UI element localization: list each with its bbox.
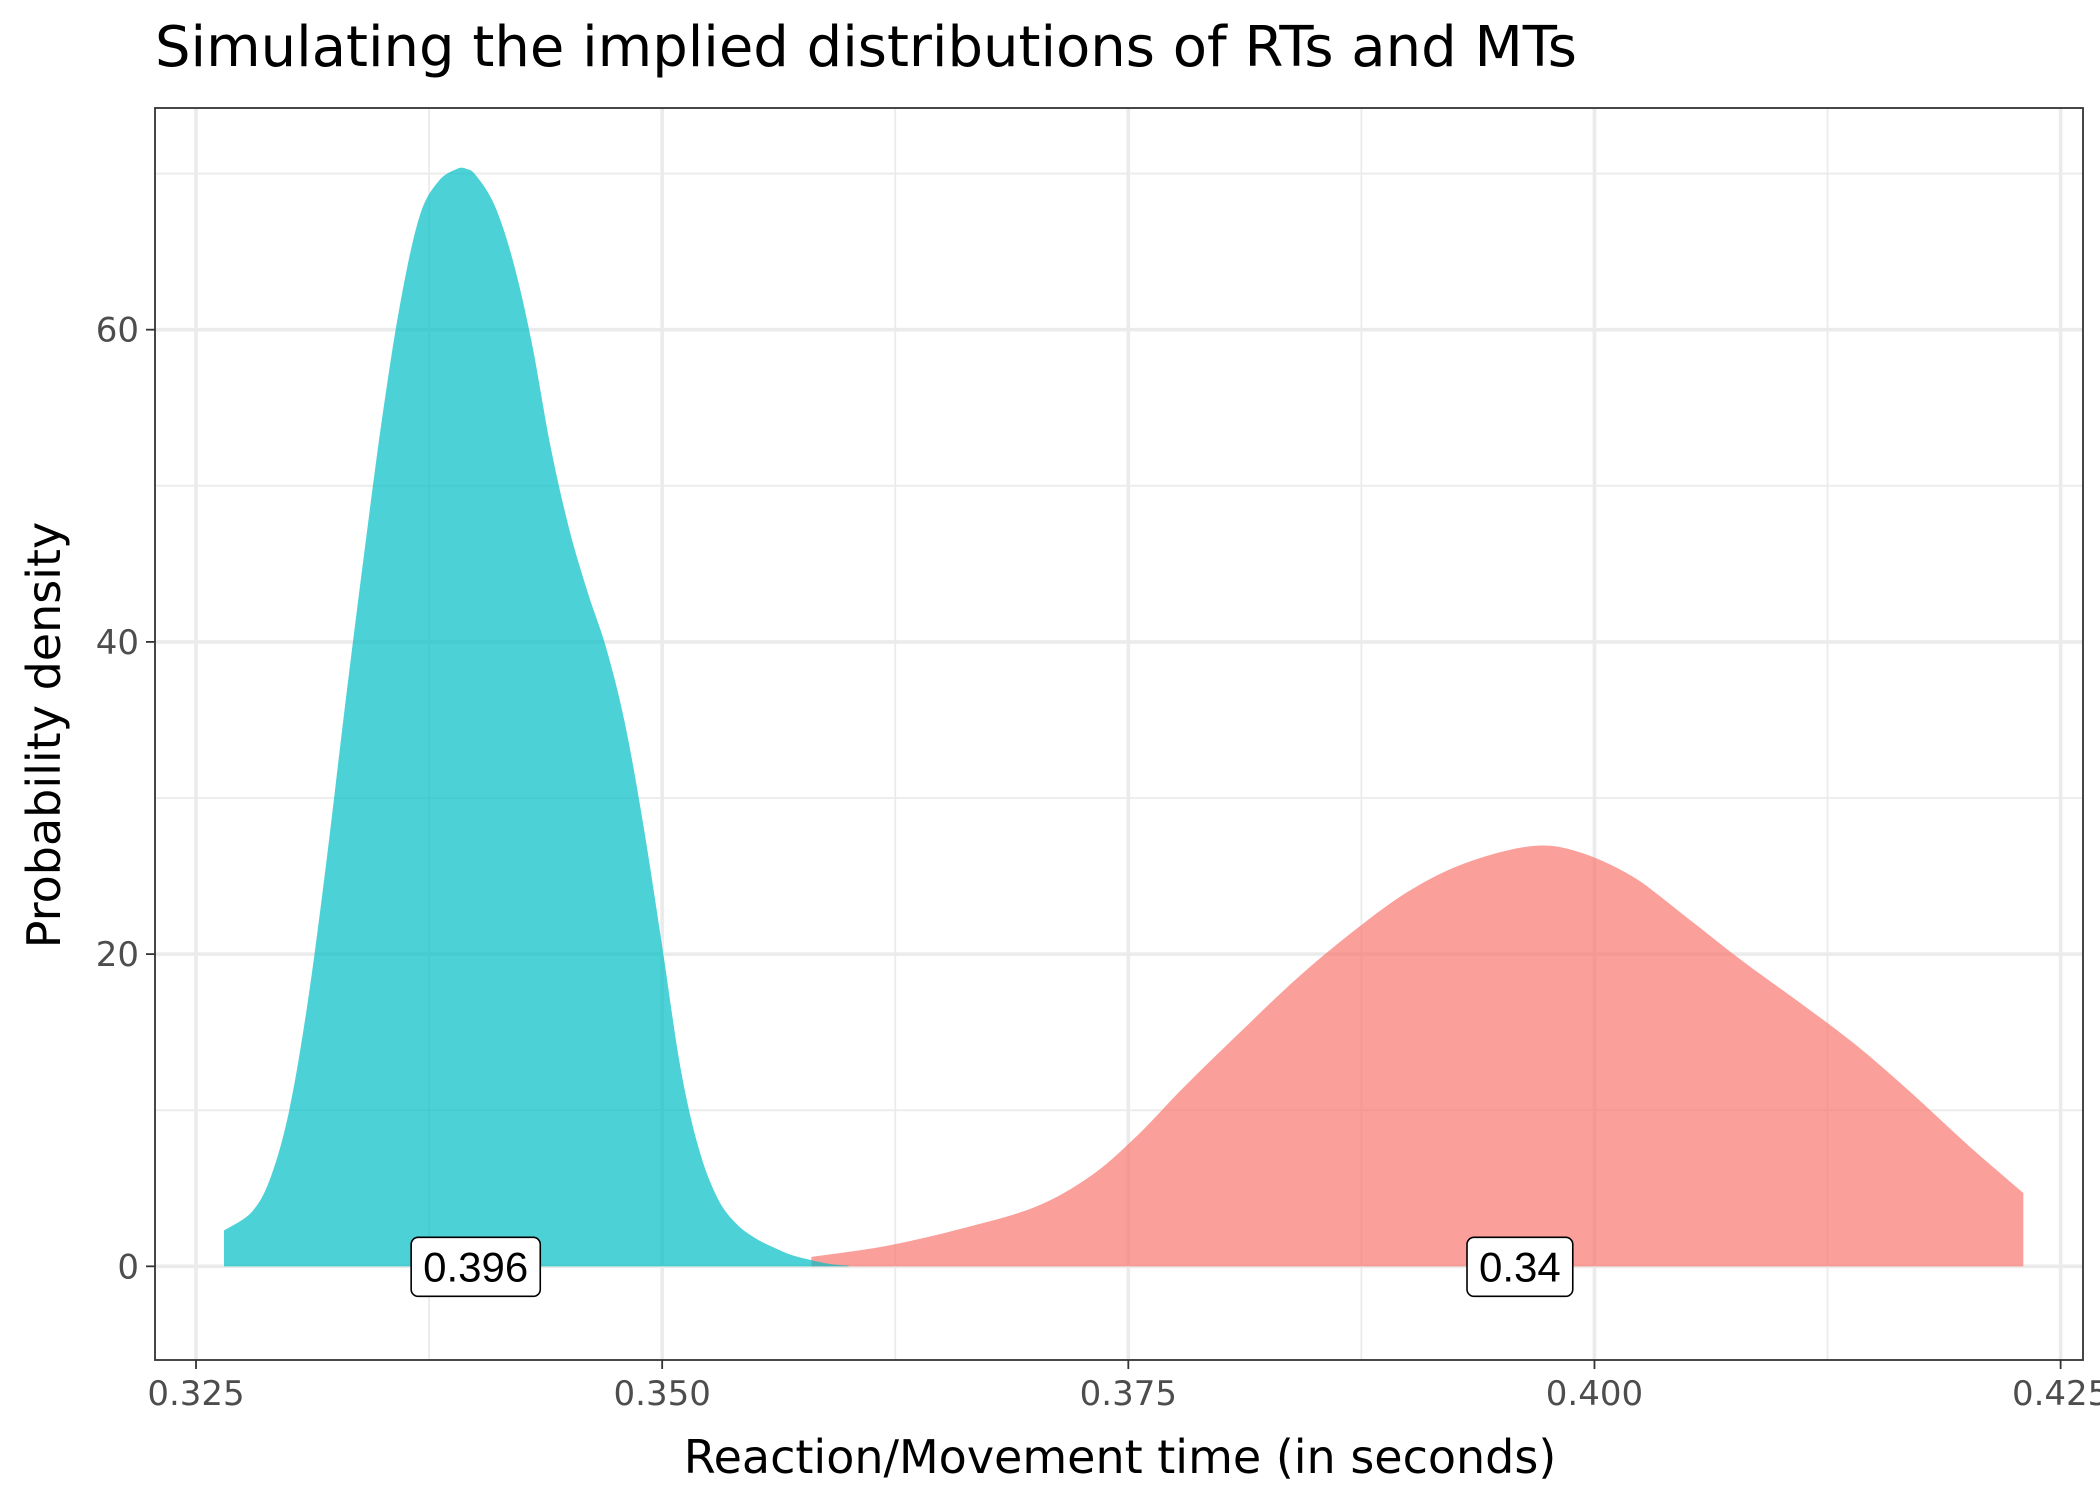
value-label-box: [410, 1236, 542, 1298]
density-area-series-1: [223, 167, 849, 1267]
value-label-text: 0.34: [1479, 1243, 1561, 1290]
y-tick-label: 0: [117, 1247, 139, 1287]
chart-title: Simulating the implied distributions of …: [155, 15, 1577, 80]
value-label-series-1: 0.396: [410, 1236, 542, 1298]
y-tick-label: 60: [96, 311, 139, 351]
y-tick-label: 20: [96, 935, 139, 975]
plot-panel-border: [154, 107, 2084, 1361]
value-label-text: 0.396: [423, 1243, 528, 1290]
x-tick-label: 0.350: [614, 1374, 711, 1414]
y-tick-label: 40: [96, 623, 139, 663]
density-area-series-0: [811, 845, 2024, 1267]
x-axis-title: Reaction/Movement time (in seconds): [684, 1430, 1557, 1484]
x-tick-label: 0.400: [1546, 1374, 1643, 1414]
value-label-series-0: 0.34: [1466, 1236, 1574, 1298]
y-axis-title: Probability density: [17, 522, 71, 948]
x-tick-label: 0.425: [2012, 1374, 2100, 1414]
value-label-box: [1466, 1236, 1574, 1298]
x-tick-label: 0.375: [1080, 1374, 1177, 1414]
x-tick-label: 0.325: [147, 1374, 244, 1414]
